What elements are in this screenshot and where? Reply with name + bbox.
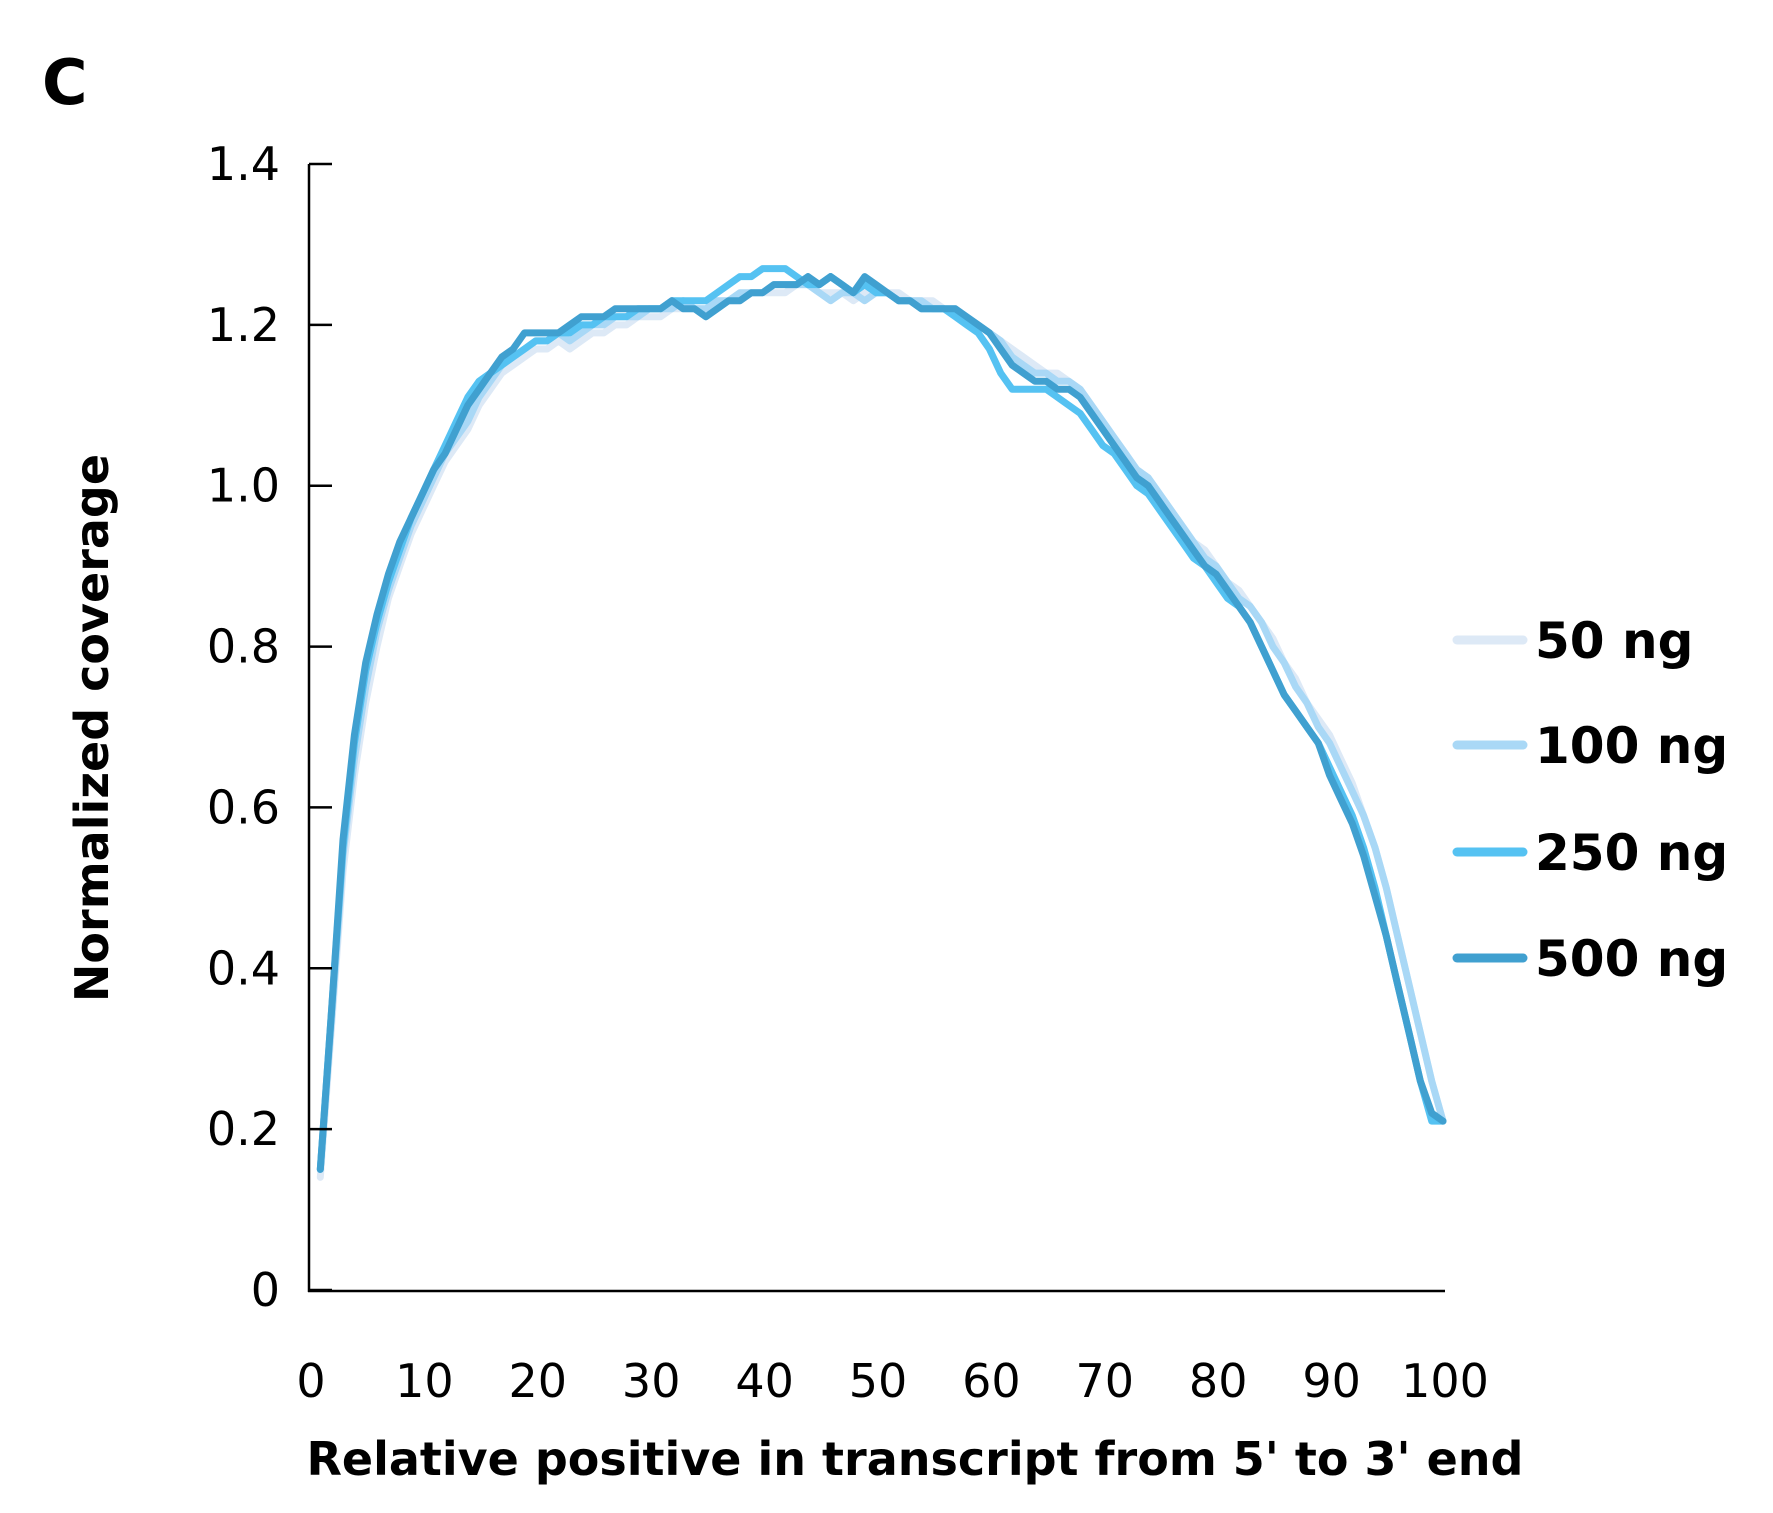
y-tick-label: 0.2 xyxy=(207,1102,280,1156)
legend-label: 500 ng xyxy=(1535,930,1728,988)
x-tick-label: 80 xyxy=(1189,1354,1248,1408)
axes xyxy=(307,164,1445,1293)
series-line-50-ng xyxy=(316,281,1447,1181)
legend-item: 50 ng xyxy=(1452,612,1693,670)
legend-label: 250 ng xyxy=(1535,824,1728,882)
y-tick-label: 1.4 xyxy=(207,137,280,191)
legend-item: 100 ng xyxy=(1452,717,1728,775)
series-line-500-ng xyxy=(316,273,1447,1173)
y-tick-label: 0.4 xyxy=(207,941,280,995)
y-tick-label: 0.6 xyxy=(207,780,280,834)
y-tick-label: 1.2 xyxy=(207,298,280,352)
x-tick-label: 90 xyxy=(1302,1354,1361,1408)
x-tick-label: 20 xyxy=(509,1354,568,1408)
x-tick-label: 70 xyxy=(1076,1354,1135,1408)
x-tick-label: 0 xyxy=(296,1354,325,1408)
legend-label: 50 ng xyxy=(1535,612,1693,670)
legend-item: 250 ng xyxy=(1452,824,1728,882)
legend: 50 ng 100 ng 250 ng 500 ng xyxy=(1452,612,1728,988)
x-ticks: 0 10 20 30 40 50 60 70 80 90 100 xyxy=(296,1354,1489,1408)
legend-label: 100 ng xyxy=(1535,717,1728,775)
panel-letter: C xyxy=(42,46,88,119)
x-tick-label: 50 xyxy=(849,1354,908,1408)
legend-item: 500 ng xyxy=(1452,930,1728,988)
y-axis-title: Normalized coverage xyxy=(65,454,119,1002)
y-tick-label: 0 xyxy=(251,1263,280,1317)
x-tick-label: 10 xyxy=(395,1354,454,1408)
x-tick-label: 30 xyxy=(622,1354,681,1408)
y-tick-label: 1.0 xyxy=(207,459,280,513)
x-tick-label: 40 xyxy=(735,1354,794,1408)
series-lines xyxy=(316,265,1447,1181)
series-line-100-ng xyxy=(316,281,1447,1173)
x-axis-title: Relative positive in transcript from 5' … xyxy=(307,1432,1524,1486)
y-ticks: 0 0.2 0.4 0.6 0.8 1.0 1.2 1.4 xyxy=(207,137,332,1317)
y-tick-label: 0.8 xyxy=(207,620,280,674)
x-tick-label: 100 xyxy=(1401,1354,1489,1408)
x-tick-label: 60 xyxy=(962,1354,1021,1408)
series-line-250-ng xyxy=(316,265,1447,1173)
